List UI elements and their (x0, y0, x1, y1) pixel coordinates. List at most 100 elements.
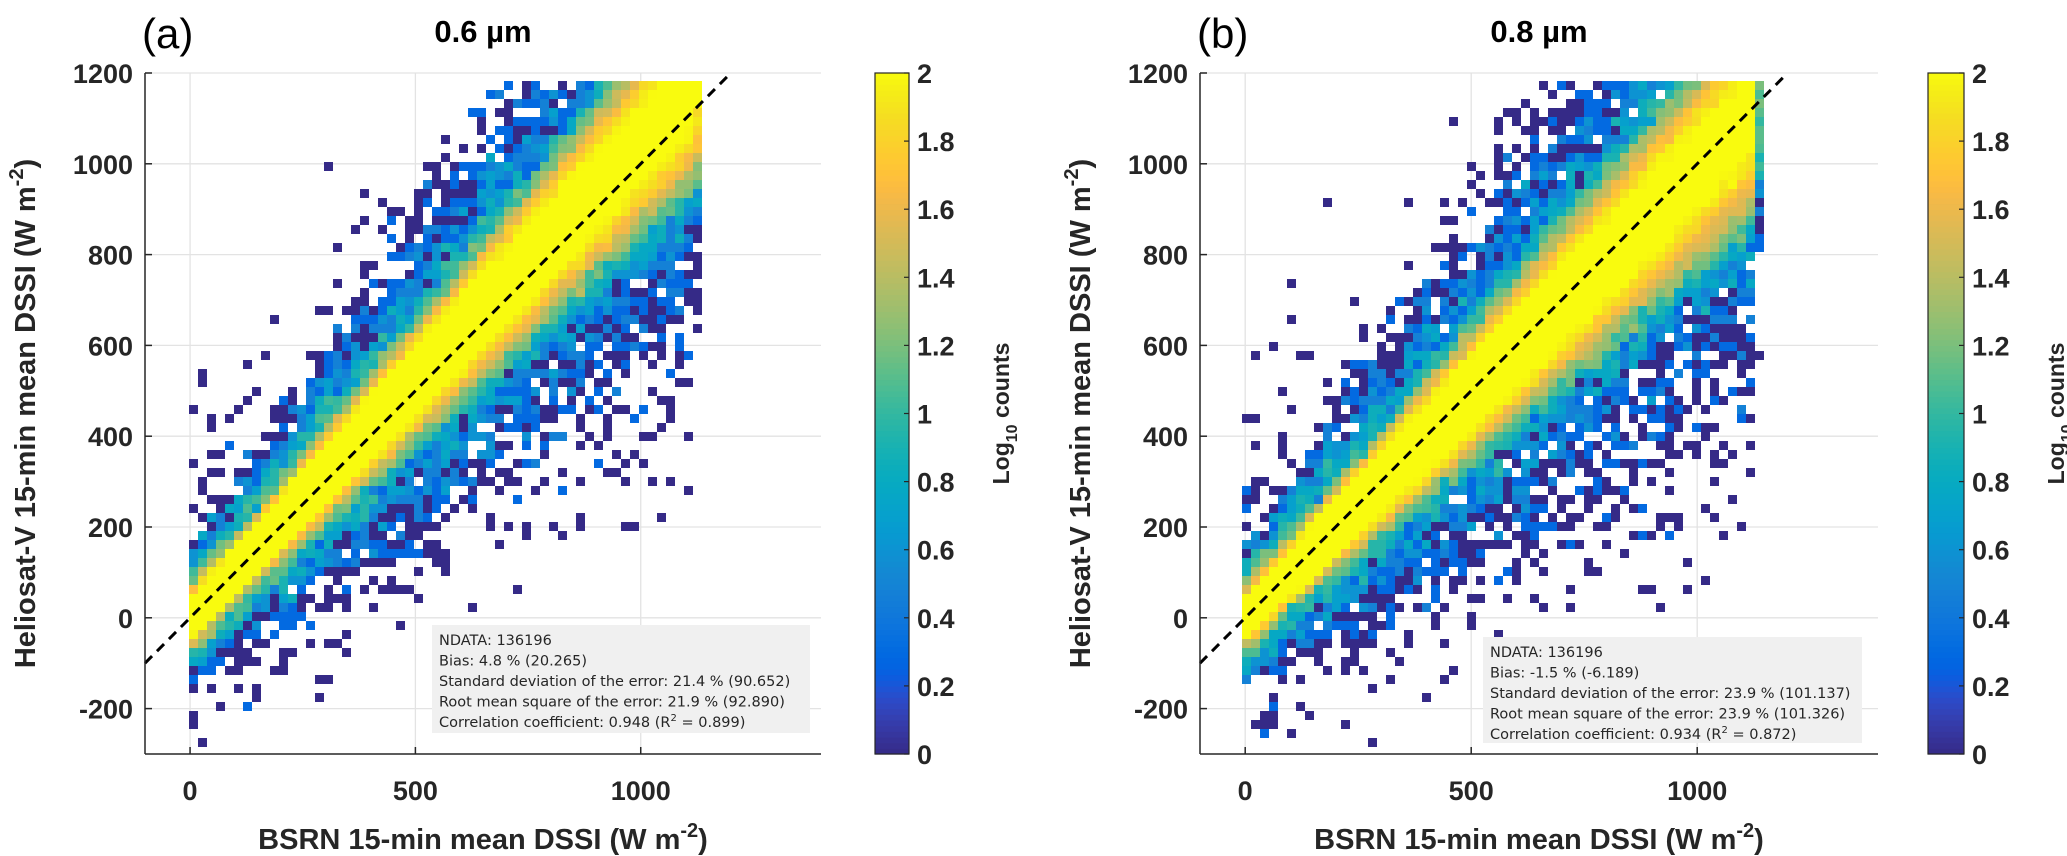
density-cell (1746, 126, 1755, 135)
density-cell (522, 423, 531, 432)
density-cell (1665, 531, 1674, 540)
density-cell (1629, 315, 1638, 324)
density-cell (549, 315, 558, 324)
density-cell (639, 144, 648, 153)
density-cell (441, 306, 450, 315)
density-cell (693, 288, 702, 297)
density-cell (1395, 333, 1404, 342)
density-cell (1593, 117, 1602, 126)
density-cell (684, 144, 693, 153)
colorbar-segment (1928, 305, 1964, 312)
density-cell (225, 621, 234, 630)
density-cell (1467, 459, 1476, 468)
colorbar-segment (1928, 90, 1964, 97)
density-cell (459, 162, 468, 171)
density-cell (486, 180, 495, 189)
density-cell (405, 360, 414, 369)
density-cell (1692, 90, 1701, 99)
colorbar-segment (875, 209, 909, 216)
density-cell (1251, 495, 1260, 504)
density-cell (1629, 81, 1638, 90)
density-cell (504, 153, 513, 162)
density-cell (1242, 603, 1251, 612)
density-cell (1260, 639, 1269, 648)
density-cell (1341, 378, 1350, 387)
density-cell (1647, 216, 1656, 225)
density-cell (531, 270, 540, 279)
density-cell (1305, 603, 1314, 612)
density-cell (1440, 558, 1449, 567)
density-cell (1647, 81, 1656, 90)
density-cell (648, 477, 657, 486)
density-cell (1656, 387, 1665, 396)
density-cell (1467, 450, 1476, 459)
density-cell (306, 576, 315, 585)
density-cell (432, 432, 441, 441)
density-cell (1665, 441, 1674, 450)
density-cell (423, 342, 432, 351)
density-cell (504, 234, 513, 243)
density-cell (1557, 180, 1566, 189)
stats-box (432, 625, 810, 733)
density-cell (198, 639, 207, 648)
density-cell (1620, 252, 1629, 261)
density-cell (1458, 405, 1467, 414)
density-cell (261, 459, 270, 468)
density-cell (441, 252, 450, 261)
density-cell (279, 621, 288, 630)
density-cell (1674, 342, 1683, 351)
density-cell (612, 117, 621, 126)
density-cell (1755, 90, 1764, 99)
density-cell (1575, 459, 1584, 468)
density-cell (1746, 279, 1755, 288)
density-cell (513, 495, 522, 504)
density-cell (1422, 333, 1431, 342)
density-cell (504, 306, 513, 315)
density-cell (1701, 216, 1710, 225)
density-cell (1647, 360, 1656, 369)
density-cell (1395, 504, 1404, 513)
density-cell (558, 270, 567, 279)
density-cell (324, 441, 333, 450)
density-cell (1485, 333, 1494, 342)
density-cell (261, 567, 270, 576)
density-cell (432, 468, 441, 477)
density-cell (1539, 360, 1548, 369)
density-cell (1458, 423, 1467, 432)
density-cell (1557, 225, 1566, 234)
density-cell (297, 585, 306, 594)
density-cell (1629, 243, 1638, 252)
density-cell (387, 495, 396, 504)
density-cell (1575, 153, 1584, 162)
density-cell (1521, 288, 1530, 297)
density-cell (1683, 99, 1692, 108)
density-cell (333, 594, 342, 603)
density-cell (1611, 369, 1620, 378)
density-cell (549, 396, 558, 405)
density-cell (369, 315, 378, 324)
density-cell (1431, 450, 1440, 459)
density-cell (1251, 576, 1260, 585)
density-cell (1719, 360, 1728, 369)
density-cell (1278, 522, 1287, 531)
density-cell (1368, 387, 1377, 396)
density-cell (1575, 315, 1584, 324)
colorbar-segment (1928, 702, 1964, 710)
density-cell (243, 621, 252, 630)
density-cell (252, 513, 261, 522)
density-cell (1413, 585, 1422, 594)
density-cell (1404, 333, 1413, 342)
density-cell (621, 351, 630, 360)
density-cell (1557, 108, 1566, 117)
colorbar-segment (1928, 595, 1964, 602)
density-cell (1458, 252, 1467, 261)
density-cell (1476, 297, 1485, 306)
density-cell (333, 378, 342, 387)
density-cell (396, 351, 405, 360)
density-cell (1368, 477, 1377, 486)
density-cell (450, 342, 459, 351)
density-cell (1593, 333, 1602, 342)
density-cell (1539, 495, 1548, 504)
density-cell (1242, 567, 1251, 576)
density-cell (297, 441, 306, 450)
